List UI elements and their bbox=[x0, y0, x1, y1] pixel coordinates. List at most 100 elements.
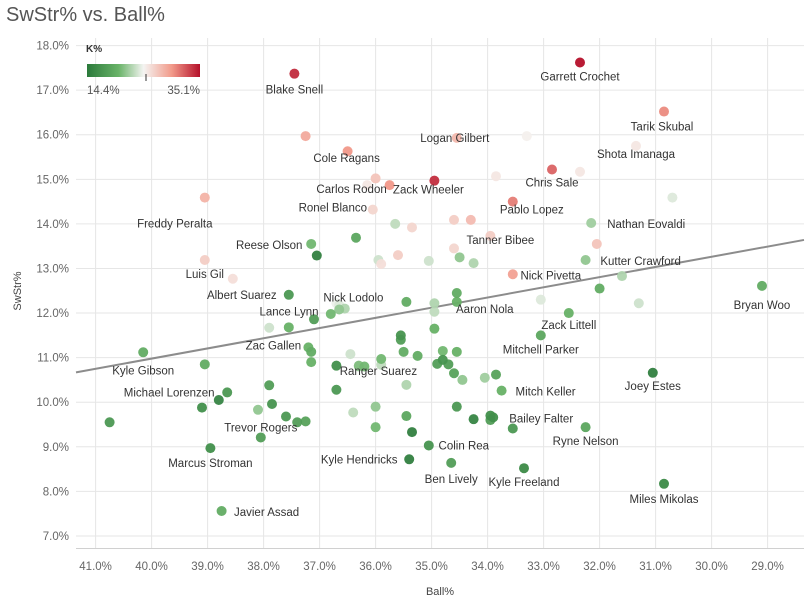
point-kutter-crawford[interactable] bbox=[580, 255, 591, 266]
point-kyle-hendricks[interactable] bbox=[404, 454, 415, 465]
data-point[interactable] bbox=[331, 384, 342, 395]
data-point[interactable] bbox=[429, 306, 440, 317]
data-point[interactable] bbox=[283, 322, 294, 333]
data-point[interactable] bbox=[370, 422, 381, 433]
data-point[interactable] bbox=[370, 173, 381, 184]
data-point[interactable] bbox=[264, 380, 275, 391]
data-point[interactable] bbox=[325, 308, 336, 319]
point-michael-lorenzen[interactable] bbox=[222, 387, 233, 398]
point-albert-suarez[interactable] bbox=[283, 289, 294, 300]
data-point[interactable] bbox=[449, 368, 459, 379]
point-aaron-nola[interactable] bbox=[451, 296, 462, 307]
point-javier-assad[interactable] bbox=[216, 505, 227, 516]
point-logan-gilbert[interactable] bbox=[451, 132, 462, 143]
point-carlos-rodon[interactable] bbox=[384, 180, 395, 191]
data-point[interactable] bbox=[370, 401, 381, 412]
point-lance-lynn[interactable] bbox=[309, 314, 319, 325]
point-blake-snell[interactable] bbox=[289, 68, 300, 79]
data-point[interactable] bbox=[437, 354, 448, 365]
data-point[interactable] bbox=[491, 171, 501, 182]
data-point[interactable] bbox=[376, 353, 387, 364]
point-freddy-peralta[interactable] bbox=[199, 192, 210, 203]
point-tanner-bibee[interactable] bbox=[485, 230, 496, 241]
point-miles-mikolas[interactable] bbox=[659, 478, 669, 489]
point-joey-estes[interactable] bbox=[647, 367, 658, 378]
data-point[interactable] bbox=[479, 372, 490, 383]
data-point[interactable] bbox=[300, 131, 311, 142]
data-point[interactable] bbox=[376, 259, 387, 270]
data-point[interactable] bbox=[454, 252, 465, 263]
data-point[interactable] bbox=[507, 423, 518, 434]
data-point[interactable] bbox=[311, 250, 322, 261]
data-point[interactable] bbox=[267, 399, 277, 410]
point-pablo-lopez[interactable] bbox=[507, 196, 518, 207]
data-point[interactable] bbox=[429, 298, 440, 309]
data-point[interactable] bbox=[281, 411, 291, 422]
data-point[interactable] bbox=[468, 414, 479, 425]
data-point[interactable] bbox=[407, 427, 417, 438]
data-point[interactable] bbox=[395, 330, 406, 341]
point-nathan-eovaldi[interactable] bbox=[586, 218, 597, 229]
point-trevor-rogers[interactable] bbox=[255, 432, 266, 443]
point-zack-wheeler[interactable] bbox=[429, 175, 440, 186]
point-nick-pivetta[interactable] bbox=[507, 269, 518, 280]
data-point[interactable] bbox=[451, 346, 462, 357]
data-point[interactable] bbox=[449, 243, 459, 254]
data-point[interactable] bbox=[667, 192, 678, 203]
point-kyle-gibson[interactable] bbox=[138, 347, 149, 358]
data-point[interactable] bbox=[199, 359, 210, 370]
data-point[interactable] bbox=[468, 258, 479, 269]
data-point[interactable] bbox=[306, 346, 317, 357]
data-point[interactable] bbox=[591, 238, 602, 249]
data-point[interactable] bbox=[345, 349, 356, 360]
point-garrett-crochet[interactable] bbox=[575, 57, 585, 68]
point-tarik-skubal[interactable] bbox=[659, 106, 669, 117]
data-point[interactable] bbox=[213, 394, 224, 405]
data-point[interactable] bbox=[491, 369, 501, 380]
data-point[interactable] bbox=[401, 411, 412, 422]
data-point[interactable] bbox=[407, 222, 417, 233]
point-bryan-woo[interactable] bbox=[757, 280, 767, 291]
data-point[interactable] bbox=[429, 323, 440, 334]
data-point[interactable] bbox=[227, 273, 238, 284]
point-ranger-suarez[interactable] bbox=[401, 379, 412, 390]
data-point[interactable] bbox=[485, 410, 496, 421]
data-point[interactable] bbox=[390, 218, 401, 229]
data-point[interactable] bbox=[253, 404, 263, 415]
data-point[interactable] bbox=[351, 232, 361, 243]
point-ryne-nelson[interactable] bbox=[580, 422, 591, 433]
data-point[interactable] bbox=[398, 346, 409, 357]
point-marcus-stroman[interactable] bbox=[205, 443, 216, 454]
data-point[interactable] bbox=[264, 322, 275, 333]
data-point[interactable] bbox=[300, 416, 311, 427]
data-point[interactable] bbox=[633, 298, 644, 309]
point-mitch-keller[interactable] bbox=[496, 385, 507, 396]
data-point[interactable] bbox=[451, 401, 462, 412]
data-point[interactable] bbox=[362, 180, 373, 191]
data-point[interactable] bbox=[348, 407, 359, 418]
data-point[interactable] bbox=[104, 417, 115, 428]
point-zack-littell[interactable] bbox=[563, 308, 574, 319]
data-point[interactable] bbox=[306, 357, 317, 368]
data-point[interactable] bbox=[451, 288, 462, 298]
data-point[interactable] bbox=[331, 360, 342, 371]
point-chris-sale[interactable] bbox=[547, 164, 557, 175]
data-point[interactable] bbox=[457, 374, 468, 385]
point-reese-olson[interactable] bbox=[306, 238, 317, 249]
point-colin-rea[interactable] bbox=[423, 440, 434, 451]
data-point[interactable] bbox=[617, 271, 627, 282]
data-point[interactable] bbox=[594, 283, 605, 294]
data-point[interactable] bbox=[197, 402, 207, 413]
data-point[interactable] bbox=[401, 296, 412, 307]
data-point[interactable] bbox=[449, 214, 459, 225]
data-point[interactable] bbox=[521, 131, 532, 142]
data-point[interactable] bbox=[334, 304, 345, 315]
point-kyle-freeland[interactable] bbox=[519, 463, 529, 474]
data-point[interactable] bbox=[465, 214, 476, 225]
point-luis-gil[interactable] bbox=[199, 255, 210, 266]
point-shota-imanaga[interactable] bbox=[631, 140, 641, 151]
point-cole-ragans[interactable] bbox=[342, 146, 353, 157]
data-point[interactable] bbox=[437, 345, 448, 356]
data-point[interactable] bbox=[393, 250, 403, 261]
data-point[interactable] bbox=[575, 166, 585, 177]
